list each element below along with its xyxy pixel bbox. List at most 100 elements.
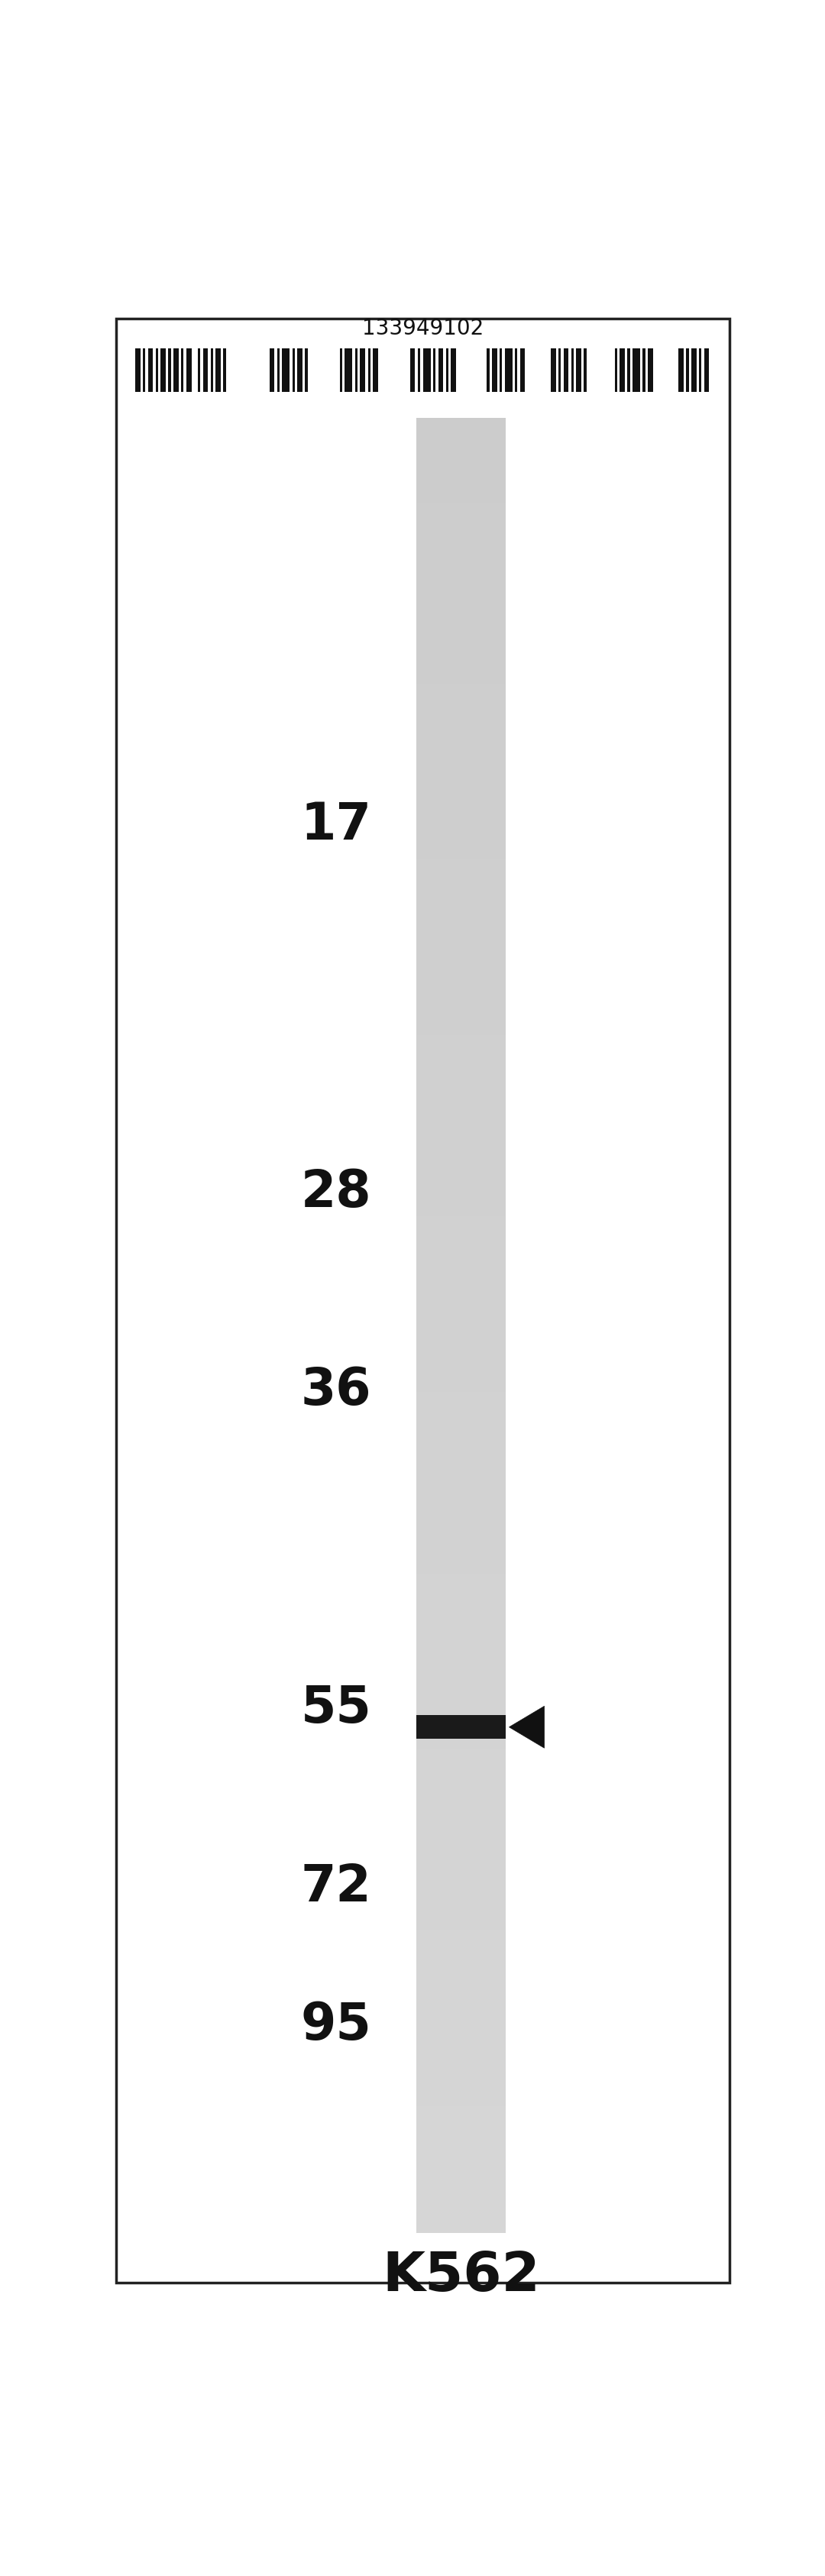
Bar [417,2004,506,2009]
Bar [417,1556,506,1561]
Bar [417,1314,506,1319]
Bar [417,1386,506,1391]
Bar [417,1072,506,1077]
Bar [203,348,208,392]
Bar [417,1893,506,1901]
Bar [417,999,506,1005]
Bar [417,2202,506,2210]
Bar [417,1960,506,1968]
Bar [417,799,506,806]
Bar [417,1551,506,1556]
Bar [679,348,684,392]
Bar [477,1716,478,1739]
Bar [417,2112,506,2117]
Bar [417,2014,506,2022]
Bar [417,1579,506,1587]
Bar [417,884,506,891]
Bar [198,348,200,392]
Bar [417,902,506,909]
Bar [417,2117,506,2125]
Bar [417,1023,506,1030]
Bar [417,636,506,641]
Bar [417,1865,506,1870]
Bar [417,1811,506,1816]
Bar [361,348,365,392]
Bar [417,1651,506,1659]
Bar [417,574,506,582]
Bar [417,1911,506,1919]
Bar [417,641,506,649]
Bar [417,1641,506,1646]
Bar [417,1368,506,1373]
Bar [417,1852,506,1857]
Bar [417,914,506,920]
Bar [515,348,517,392]
Text: 17: 17 [301,799,371,850]
Bar [436,1716,438,1739]
Bar [417,466,506,471]
Bar [584,348,587,392]
Bar [467,1716,468,1739]
Bar [571,348,573,392]
Bar [417,2069,506,2076]
Bar [417,1708,506,1713]
Bar [498,1716,499,1739]
Bar [431,1716,432,1739]
Bar [417,2190,506,2197]
Bar [417,667,506,672]
Bar [417,492,506,497]
Bar [417,1494,506,1502]
Bar [417,1713,506,1718]
Bar [269,348,275,392]
Bar [417,2228,506,2233]
Bar [417,1319,506,1327]
Bar [417,2081,506,2089]
Bar [446,1716,448,1739]
Bar [433,1716,434,1739]
Bar [438,1716,439,1739]
Bar [340,348,342,392]
Bar [417,1084,506,1090]
Bar [492,348,497,392]
Bar [417,853,506,860]
Bar [417,1211,506,1216]
Bar [417,1018,506,1023]
Bar [417,896,506,902]
Bar [500,1716,502,1739]
Bar [417,600,506,605]
Bar [473,1716,474,1739]
Bar [148,348,153,392]
Bar [417,1283,506,1291]
Bar [417,1883,506,1888]
Polygon shape [509,1705,544,1749]
Bar [417,515,506,520]
Bar [488,1716,489,1739]
Bar [422,1716,423,1739]
Bar [417,1296,506,1301]
Bar [474,1716,476,1739]
Bar [417,1458,506,1466]
Bar [417,2166,506,2172]
Bar [417,1525,506,1530]
Bar [417,1345,506,1350]
Bar [417,1754,506,1762]
Bar [417,781,506,788]
Bar [417,551,506,556]
Bar [417,1422,506,1430]
Bar [417,2076,506,2081]
Bar [417,788,506,793]
Text: 55: 55 [301,1682,371,1734]
Bar [505,348,512,392]
Bar [417,1224,506,1229]
Bar [417,1520,506,1525]
Bar [417,1247,506,1252]
Bar [417,430,506,435]
Bar [417,1144,506,1151]
Bar [417,2130,506,2136]
Bar [417,613,506,618]
Bar [462,1716,464,1739]
Bar [417,1131,506,1139]
Bar [417,1391,506,1399]
Bar [417,1973,506,1978]
Bar [417,538,506,546]
